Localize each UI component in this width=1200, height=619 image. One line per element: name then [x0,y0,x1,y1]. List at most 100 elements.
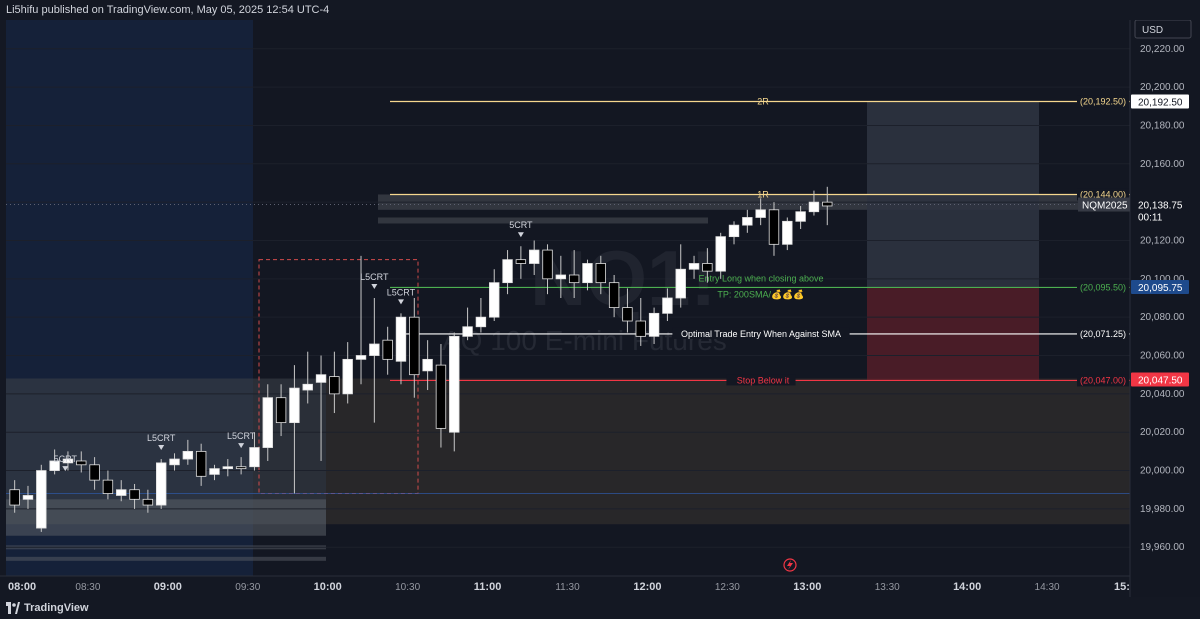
candle-body [768,209,780,245]
candle-body [169,458,180,466]
crt-marker-icon [238,443,245,449]
grid-layer [6,48,1130,548]
price-tick: 20,060.00 [1140,351,1185,362]
level-label-bg-stop [726,374,796,386]
candle-body [262,397,273,448]
candle-body [409,316,420,376]
footer-brand: TradingView [24,602,89,614]
price-tick: 20,020.00 [1140,427,1185,438]
candle-body [489,282,500,318]
time-tick: 12:00 [633,581,661,593]
candle-body [195,450,207,477]
badge-stop: 20,047.50 [1138,375,1183,386]
price-tick: 19,980.00 [1140,504,1185,515]
crt-labels-layer: 5CRT L5CRT L5CRT L5CRT L5CRT 5CRT [54,220,533,472]
time-tick: 14:30 [1035,582,1060,593]
candle-body [475,316,487,328]
time-tick: 14:00 [953,581,981,593]
level-label-ote: Optimal Trade Entry When Against SMA [681,329,841,339]
level-value-2R: (20,192.50) [1080,96,1126,106]
candle-body [116,489,127,496]
zones-layer [6,101,1130,561]
badge-2r: 20,192.50 [1138,97,1183,108]
candle-body [555,274,567,280]
candlestick-chart[interactable]: NQ1! AQ 100 E-mini Futures 2R (20,192.50)… [0,20,1200,597]
lightning-event-icon[interactable] [783,558,797,572]
crt-label: 5CRT [54,454,78,464]
candle-body [142,498,154,506]
candle-body [449,335,460,433]
candle-body [728,224,740,238]
candle-body [635,320,646,337]
level-value-bg-ote [1077,327,1129,340]
time-tick: 09:30 [235,582,260,593]
currency-box[interactable] [1134,20,1192,39]
level-sublabel-entry: TP: 200SMA/💰💰💰 [717,288,804,300]
candle-body [209,468,220,475]
price-badges: 20,192.5020,138.75NQM202500:1120,095.752… [1078,94,1189,387]
candle-body [822,201,833,207]
candle-body [222,466,233,470]
crt-label: L5CRT [360,272,389,282]
time-tick: 10:30 [395,582,420,593]
lightning-bolt-icon [787,560,793,570]
candle-body [49,460,60,471]
resistance-zone-mid [378,217,708,224]
level-value-bg-2R [1077,95,1129,108]
badge-entry-bg [1131,279,1189,294]
level-label-stop: Stop Below it [737,375,790,385]
candle-body [715,236,726,272]
candle-body [702,263,713,272]
price-tick: 20,040.00 [1140,389,1185,400]
time-tick: 08:30 [75,582,100,593]
level-value-stop: (20,047.00) [1080,375,1126,385]
candle-body [595,263,606,284]
candle-body [342,358,353,395]
price-tick: 20,080.00 [1140,312,1185,323]
level-label-1R: 1R [757,189,769,199]
price-tick: 20,120.00 [1140,235,1185,246]
symbol-badge: NQM2025 [1082,201,1128,212]
crt-marker-icon [62,466,69,472]
price-tick: 20,160.00 [1140,159,1185,170]
level-label-2R: 2R [757,96,769,106]
candle-body [608,282,620,308]
crt-marker-icon [517,232,524,238]
level-label-entry: Entry Long when closing above [698,273,823,283]
candle-body [382,339,393,360]
level-value-entry: (20,095.50) [1080,282,1126,292]
candle-body [9,489,20,506]
candle-body [329,376,340,395]
tradingview-logo-icon [6,602,20,614]
level-value-bg-entry [1077,281,1129,294]
price-axis[interactable] [1130,20,1200,597]
publish-header: Li5hifu published on TradingView.com, Ma… [0,0,1200,20]
level-value-bg-1R [1077,188,1129,201]
candle-body [355,355,367,360]
candle-body [755,209,766,218]
badge-last-price: 20,138.75 [1138,201,1183,212]
price-tick: 19,960.00 [1140,542,1185,553]
price-tick: 20,000.00 [1140,466,1185,477]
candle-body [395,316,407,362]
crt-marker-icon [371,284,378,289]
time-tick: 13:30 [875,582,900,593]
levels-layer: 2R (20,192.50) 1R (20,144.00) Entry Long whe… [390,95,1130,387]
crt-label: L5CRT [387,287,416,297]
candle-body [648,312,660,337]
time-tick: 09:00 [154,581,182,593]
time-tick: 11:00 [474,581,502,593]
candle-body [249,447,260,468]
candle-body [435,364,447,429]
candle-body [675,268,686,299]
candle-body [568,274,580,284]
time-tick: 13:00 [793,581,821,593]
liquidity-strip-2 [6,556,326,561]
candle-body [422,358,433,372]
candle-body [582,263,593,284]
time-tick: 10:00 [314,581,342,593]
price-tick: 20,220.00 [1140,44,1185,55]
level-value-ote: (20,071.25) [1080,329,1126,339]
range-zone-right [326,378,1130,525]
